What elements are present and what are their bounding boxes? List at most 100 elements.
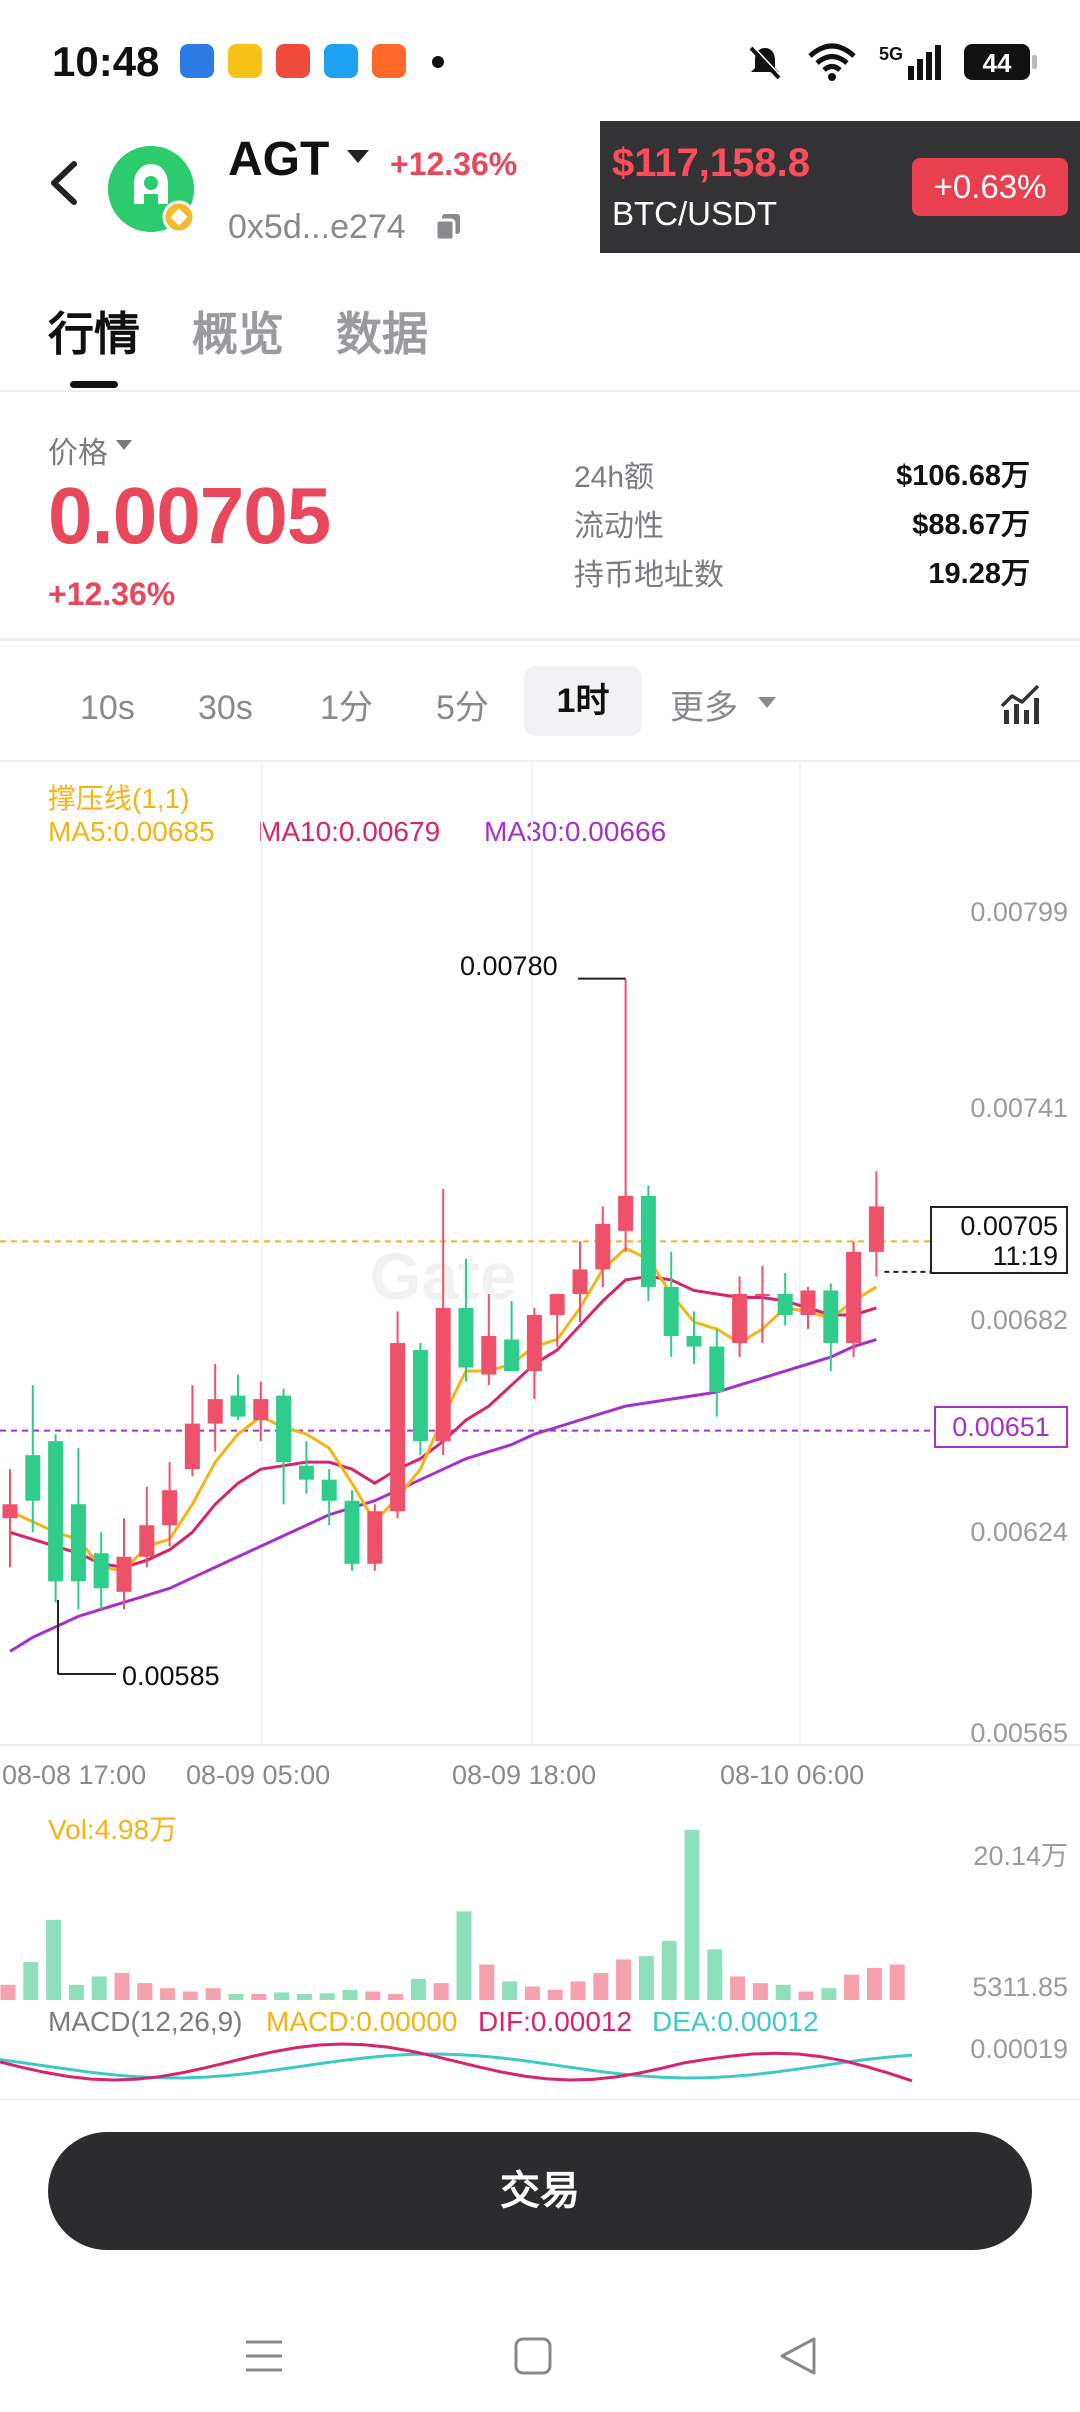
interval-1m[interactable]: 1分 (320, 689, 373, 727)
price-change: +12.36% (48, 576, 176, 612)
token-symbol[interactable]: AGT (228, 133, 330, 186)
support-level-tag[interactable]: 0.00651 (934, 1406, 1068, 1448)
indicator-settings-icon[interactable] (1000, 684, 1042, 724)
volume-bar (160, 1988, 176, 2000)
interval-30s[interactable]: 30s (198, 689, 253, 727)
interval-1h[interactable]: 1时 (524, 666, 642, 736)
y-axis-label: 0.00682 (970, 1305, 1068, 1335)
copy-icon[interactable] (436, 214, 460, 240)
volume-bar (91, 1976, 107, 2000)
x-axis-label: 08-09 18:00 (452, 1760, 597, 1790)
candle (481, 1336, 497, 1375)
dif-value: DIF:0.00012 (478, 2006, 633, 2037)
volume-bar (707, 1949, 723, 2000)
btc-price-widget[interactable]: $117,158.8 BTC/USDT +0.63% (600, 121, 1080, 253)
candle (754, 1293, 770, 1296)
interval-more[interactable]: 更多 (670, 689, 738, 727)
network-type: 5G (878, 44, 903, 64)
candle (184, 1423, 200, 1470)
volume-bar (661, 1940, 677, 2000)
tab-active-indicator (70, 381, 118, 388)
candle (93, 1553, 109, 1589)
candle (230, 1395, 246, 1417)
stat-value-volume: $106.68万 (896, 460, 1030, 492)
stat-label-holders: 持币地址数 (574, 559, 724, 592)
dnd-bell-off-icon (749, 45, 782, 80)
macd-title[interactable]: MACD(12,26,9) (48, 2006, 243, 2037)
candle (526, 1314, 542, 1372)
candle (344, 1500, 360, 1564)
price-chart[interactable] (0, 760, 1080, 2100)
dea-line (0, 2052, 913, 2080)
sr-indicator-label[interactable]: 撑压线(1,1) (48, 783, 190, 814)
candle (709, 1346, 725, 1393)
ma5-label: MA5:0.00685 (48, 816, 215, 847)
back-button[interactable] (44, 158, 84, 208)
stat-value-liquidity: $88.67万 (912, 509, 1030, 541)
ma30-label: MA30:0.00666 (484, 816, 667, 847)
home-icon[interactable] (513, 2336, 553, 2376)
menu-icon[interactable] (244, 2336, 284, 2376)
x-axis-label: 08-08 17:00 (2, 1760, 147, 1790)
volume-bar (433, 1983, 449, 2000)
tab-data[interactable]: 数据 (336, 308, 428, 360)
candle (390, 1343, 406, 1512)
app-notification-icon (180, 44, 214, 78)
volume-bar (46, 1919, 62, 2000)
x-axis-label: 08-10 06:00 (720, 1760, 865, 1790)
candle (504, 1339, 520, 1372)
app-notification-icon-2 (372, 44, 406, 78)
candle (640, 1195, 656, 1287)
video-notification-icon (276, 44, 310, 78)
tab-market[interactable]: 行情 (48, 308, 140, 360)
volume-bar (798, 1991, 814, 2000)
btc-pair: BTC/USDT (612, 195, 777, 232)
volume-bar (775, 1984, 791, 2000)
volume-label: Vol:4.98万 (48, 1814, 178, 1845)
candle (777, 1293, 793, 1315)
chevron-down-icon[interactable] (758, 697, 776, 708)
volume-axis-min: 5311.85 (972, 1972, 1068, 2002)
volume-bar (730, 1976, 746, 2000)
stat-label-volume: 24h额 (574, 461, 655, 494)
volume-bar (205, 1988, 221, 2000)
volume-bar (388, 1994, 404, 2000)
candle (595, 1223, 611, 1270)
back-nav-icon[interactable] (778, 2336, 818, 2376)
stat-label-liquidity: 流动性 (574, 510, 664, 543)
trade-button[interactable]: 交易 (48, 2132, 1032, 2250)
chevron-down-icon[interactable] (347, 150, 369, 163)
volume-bar (251, 1994, 267, 2000)
candle (686, 1336, 702, 1347)
volume-bar (547, 1989, 563, 2000)
candle (48, 1441, 64, 1582)
volume-bar (570, 1981, 586, 2000)
system-nav-bar (0, 2300, 1080, 2412)
low-price-label: 0.00585 (122, 1661, 220, 1691)
candle (139, 1525, 155, 1557)
price-label[interactable]: 价格 (48, 437, 108, 470)
candle (663, 1286, 679, 1337)
candle (572, 1269, 588, 1294)
divider (0, 638, 1080, 641)
interval-5m[interactable]: 5分 (436, 689, 489, 727)
status-indicators: 5G 44 (745, 38, 1037, 86)
volume-bar (821, 1988, 837, 2000)
candle (868, 1206, 884, 1252)
current-price-tag: 0.00705 11:19 (930, 1206, 1068, 1274)
candle (367, 1511, 383, 1564)
more-notifications-dot-icon (432, 56, 444, 68)
volume-bar (319, 1993, 335, 2000)
volume-bar (274, 1992, 290, 2000)
volume-bar (616, 1959, 632, 2000)
interval-10s[interactable]: 10s (80, 689, 135, 727)
volume-bar (23, 1962, 39, 2000)
volume-bar (68, 1984, 84, 2000)
volume-bar (593, 1972, 609, 2000)
y-axis-label: 0.00799 (970, 897, 1068, 927)
high-price-label: 0.00780 (460, 951, 558, 981)
btc-price: $117,158.8 (612, 141, 810, 185)
tab-overview[interactable]: 概览 (192, 308, 284, 360)
volume-bar (228, 1994, 244, 2000)
chevron-down-icon[interactable] (116, 440, 132, 450)
